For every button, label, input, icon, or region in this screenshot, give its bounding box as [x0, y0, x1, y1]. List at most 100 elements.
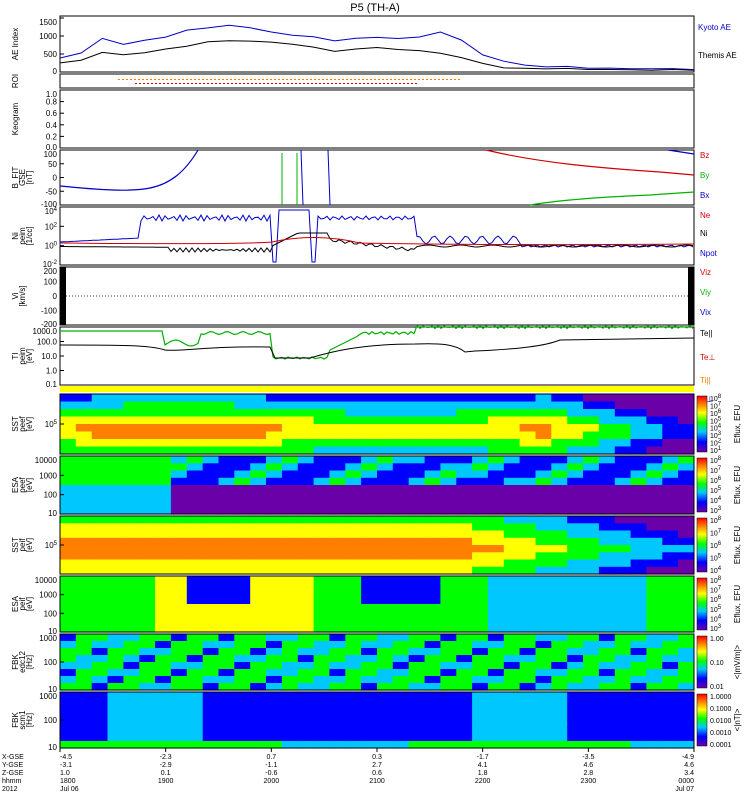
- heatmap-cell: [678, 424, 695, 433]
- heatmap-cell: [139, 727, 156, 735]
- heatmap-cell: [313, 669, 330, 677]
- esa_e-panel-frame: [59, 455, 695, 515]
- roi-dot: [371, 83, 373, 84]
- heatmap-cell: [535, 597, 552, 605]
- heatmap-cell: [170, 583, 188, 591]
- heatmap-cell: [218, 655, 235, 663]
- plot-title: P5 (TH-A): [350, 2, 400, 14]
- npot-trace: [59, 209, 694, 263]
- heatmap-cell: [408, 463, 426, 472]
- legend-entry: Ni: [700, 229, 708, 238]
- colorbar-tick: 107: [710, 586, 722, 595]
- heatmap-cell: [519, 463, 536, 472]
- heatmap-cell: [630, 634, 647, 642]
- heatmap-cell: [218, 699, 235, 707]
- heatmap-cell: [630, 662, 647, 670]
- keogram-panel-frame: [59, 89, 695, 149]
- heatmap-cell: [408, 456, 426, 464]
- heatmap-cell: [583, 720, 600, 728]
- roi-dot: [351, 83, 353, 84]
- heatmap-cell: [472, 576, 489, 584]
- heatmap-cell: [107, 648, 124, 656]
- heatmap-cell: [503, 499, 521, 508]
- heatmap-cell: [472, 648, 489, 656]
- heatmap-cell: [662, 618, 679, 626]
- heatmap-cell: [472, 499, 489, 508]
- heatmap-cell: [519, 669, 536, 677]
- heatmap-cell: [361, 446, 378, 455]
- heatmap-cell: [75, 597, 93, 605]
- heatmap-cell: [186, 699, 204, 707]
- heatmap-cell: [155, 713, 172, 721]
- heatmap-cell: [234, 590, 251, 598]
- roi-dot: [378, 79, 380, 80]
- y-tick-label: 1.0: [46, 90, 58, 99]
- heatmap-cell: [329, 477, 346, 486]
- x-axis-value: 0.6: [372, 770, 382, 777]
- legend-entry: Kyoto AE: [698, 23, 731, 32]
- heatmap-cell: [487, 545, 505, 553]
- heatmap-cell: [408, 545, 426, 553]
- heatmap-cell: [170, 559, 188, 568]
- colorbar-tick: 108: [710, 576, 722, 585]
- heatmap-cell: [678, 713, 695, 721]
- legend-entry: Themis AE: [698, 51, 737, 60]
- heatmap-cell: [250, 706, 267, 714]
- heatmap-cell: [186, 537, 204, 546]
- x-axis-value: 1.8: [478, 770, 488, 777]
- heatmap-cell: [408, 676, 426, 684]
- heatmap-cell: [535, 625, 552, 633]
- quality-flag-bar: [60, 386, 694, 392]
- heatmap-cell: [186, 499, 204, 508]
- heatmap-cell: [329, 394, 346, 403]
- heatmap-cell: [630, 499, 647, 508]
- heatmap-cell: [567, 676, 584, 684]
- heatmap-cell: [392, 692, 410, 700]
- heatmap-cell: [313, 641, 330, 649]
- heatmap-cell: [75, 590, 93, 598]
- heatmap-cell: [678, 699, 695, 707]
- heatmap-cell: [329, 597, 346, 605]
- heatmap-cell: [646, 552, 663, 561]
- heatmap-cell: [218, 409, 235, 418]
- heatmap-cell: [503, 648, 521, 656]
- heatmap-cell: [567, 499, 584, 508]
- roi-dot: [259, 83, 261, 84]
- heatmap-cell: [646, 566, 663, 575]
- heatmap-cell: [392, 683, 410, 691]
- y-axis-label: ESA: [11, 476, 20, 493]
- heatmap-cell: [567, 446, 584, 455]
- heatmap-cell: [75, 439, 93, 448]
- heatmap-cell: [107, 446, 124, 455]
- roi-dot: [362, 79, 364, 80]
- heatmap-cell: [155, 734, 172, 742]
- roi-dot: [254, 79, 256, 80]
- heatmap-cell: [456, 648, 473, 656]
- heatmap-cell: [472, 446, 489, 455]
- heatmap-cell: [424, 530, 441, 539]
- heatmap-cell: [535, 676, 552, 684]
- heatmap-cell: [186, 590, 204, 598]
- roi-dot: [407, 83, 409, 84]
- heatmap-cell: [535, 583, 552, 591]
- heatmap-cell: [75, 416, 93, 425]
- heatmap-cell: [234, 559, 251, 568]
- roi-dot: [426, 79, 428, 80]
- heatmap-cell: [408, 683, 426, 691]
- heatmap-cell: [139, 566, 156, 575]
- heatmap-cell: [155, 597, 172, 605]
- heatmap-cell: [123, 604, 140, 612]
- heatmap-cell: [107, 499, 124, 508]
- heatmap-cell: [535, 692, 552, 700]
- heatmap-cell: [598, 559, 616, 568]
- heatmap-cell: [281, 683, 299, 691]
- heatmap-cell: [408, 523, 426, 532]
- roi-dot: [195, 83, 197, 84]
- heatmap-cell: [567, 424, 584, 433]
- heatmap-cell: [313, 618, 330, 626]
- heatmap-cell: [170, 545, 188, 553]
- heatmap-cell: [218, 634, 235, 642]
- heatmap-cell: [60, 618, 77, 626]
- heatmap-cell: [266, 506, 283, 515]
- heatmap-cell: [472, 485, 489, 493]
